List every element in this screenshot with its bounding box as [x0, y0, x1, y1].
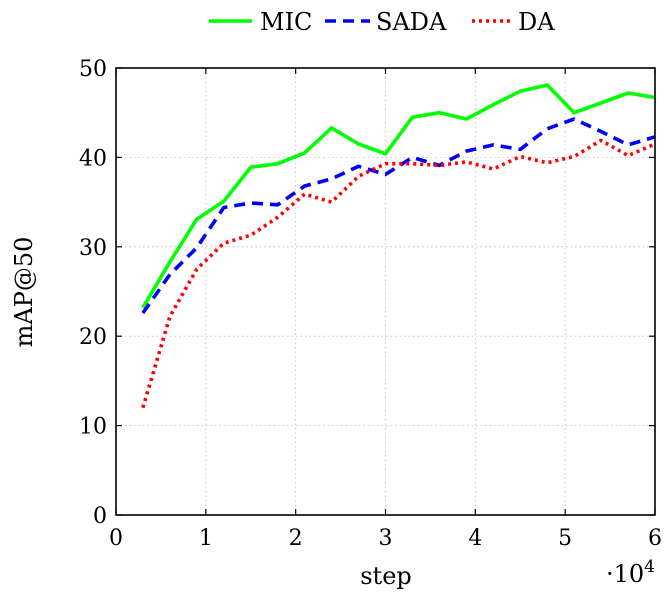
y-tick-label-5: 50 [79, 57, 107, 82]
grid-lines [116, 68, 655, 515]
x-axis-label: step [360, 562, 412, 590]
series-line-mic [141, 83, 656, 309]
x-tick-label-3: 3 [379, 526, 393, 551]
axis-ticks: 0 1 2 3 4 5 6 0 10 20 30 40 50 [79, 57, 662, 551]
y-tick-label-4: 40 [79, 146, 107, 171]
x-axis-multiplier-exponent: 4 [644, 557, 655, 577]
series-line-da [141, 138, 656, 409]
y-tick-label-3: 30 [79, 236, 107, 261]
y-tick-label-2: 20 [79, 325, 107, 350]
x-tick-label-5: 5 [558, 526, 572, 551]
legend-label-mic: MIC [260, 8, 312, 36]
x-tick-label-4: 4 [468, 526, 482, 551]
x-axis-multiplier-base: ·10 [606, 560, 644, 588]
plot-frame [115, 67, 656, 516]
y-tick-label-1: 10 [79, 415, 107, 440]
x-tick-label-6: 6 [648, 526, 662, 551]
x-tick-label-2: 2 [289, 526, 303, 551]
x-tick-label-1: 1 [199, 526, 213, 551]
legend: MIC SADA DA [209, 8, 555, 36]
series-line-sada [141, 117, 656, 315]
y-axis-label: mAP@50 [10, 237, 38, 348]
legend-label-da: DA [518, 8, 555, 36]
x-axis-multiplier: ·104 [606, 557, 655, 588]
y-tick-label-0: 0 [93, 504, 107, 529]
series-lines [141, 83, 656, 409]
legend-label-sada: SADA [376, 8, 447, 36]
x-tick-label-0: 0 [109, 526, 123, 551]
